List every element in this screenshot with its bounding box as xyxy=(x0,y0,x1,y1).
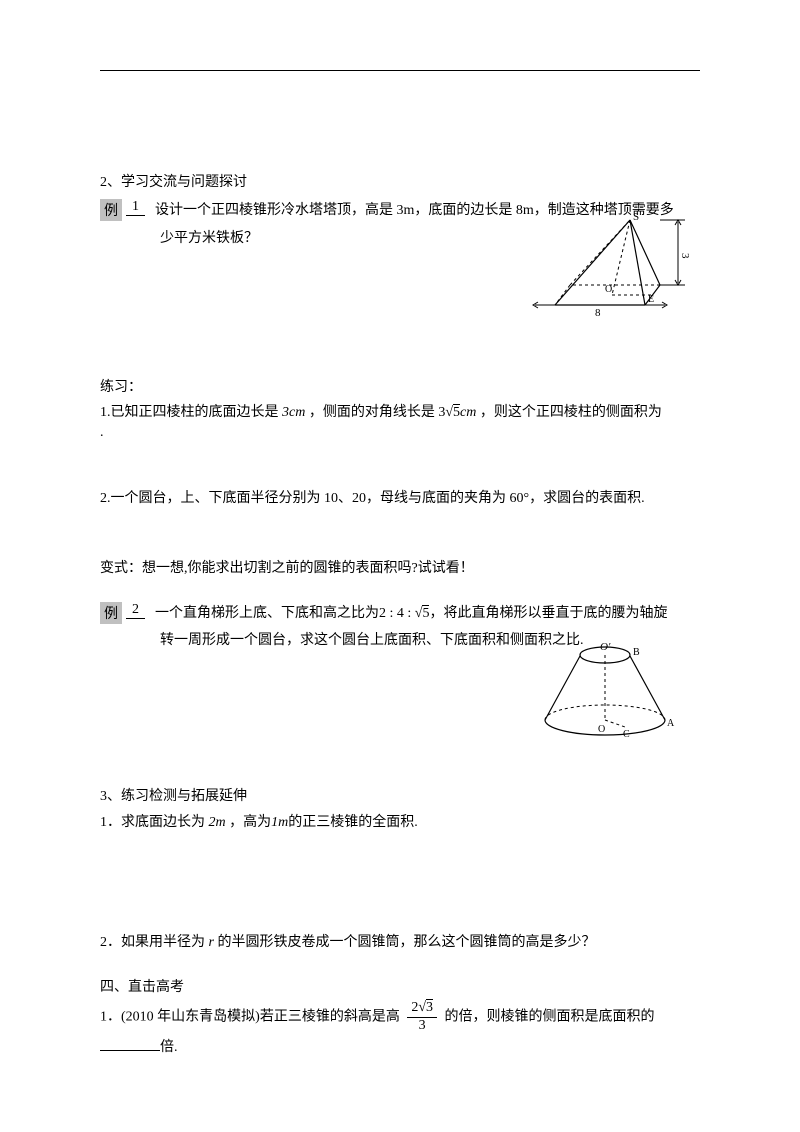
gaokao1-fraction: 2√3 3 xyxy=(407,1000,437,1035)
pyramid-label-o: O xyxy=(605,284,612,295)
frustum-label-c: C xyxy=(623,729,630,740)
gaokao1-mid: 的倍，则棱锥的侧面积是底面积的 xyxy=(445,1010,655,1025)
practice1-suffix: ，则这个正四棱柱的侧面积为 xyxy=(476,405,662,420)
practice1-prefix: 1.已知正四棱柱的底面边长是 xyxy=(100,405,282,420)
example2-line1-prefix: 一个直角梯形上底、下底和高之比为 xyxy=(155,606,379,621)
section3-heading: 3、练习检测与拓展延伸 xyxy=(100,784,700,809)
frustum-diagram: O′ B O C A xyxy=(530,640,680,740)
practice1: 1.已知正四棱柱的底面边长是 3cm ，侧面的对角线长是 3√5cm ，则这个正… xyxy=(100,400,700,425)
frustum-label-oprime: O′ xyxy=(600,641,611,653)
example2-text: 一个直角梯形上底、下底和高之比为2 : 4 : √5，将此直角梯形以垂直于底的腰… xyxy=(155,602,700,626)
practice1-tail: . xyxy=(100,425,700,441)
top-rule xyxy=(100,70,700,71)
practice-label: 练习： xyxy=(100,375,700,400)
gaokao1: 1．(2010 年山东青岛模拟)若正三棱锥的斜高是高 2√3 3 的倍，则棱锥的… xyxy=(100,1000,700,1035)
pyramid-label-3: 3 xyxy=(679,253,690,259)
variant: 变式：想一想,你能求出切割之前的圆锥的表面积吗?试试看！ xyxy=(100,556,700,581)
ex3-1-prefix: 1．求底面边长为 xyxy=(100,815,209,830)
example2-ratio: 2 : 4 : √5 xyxy=(379,605,429,621)
ex3-1-suffix: 的正三棱锥的全面积. xyxy=(288,815,418,830)
example1-number: 1 xyxy=(126,199,145,216)
ex3-2-prefix: 2．如果用半径为 xyxy=(100,935,209,950)
section4-heading: 四、直击高考 xyxy=(100,975,700,1000)
example1-label: 例 xyxy=(100,199,122,221)
ex3-2-suffix: 的半圆形铁皮卷成一个圆锥筒，那么这个圆锥筒的高是多少？ xyxy=(214,935,596,950)
example2-row: 例 2 一个直角梯形上底、下底和高之比为2 : 4 : √5，将此直角梯形以垂直… xyxy=(100,602,700,626)
frustum-label-o: O xyxy=(598,724,605,735)
frustum-label-b: B xyxy=(633,647,640,658)
practice1-mid1: ，侧面的对角线长是 xyxy=(305,405,438,420)
frustum-label-a: A xyxy=(667,718,675,729)
practice2: 2.一个圆台，上、下底面半径分别为 10、20，母线与底面的夹角为 60°，求圆… xyxy=(100,486,700,511)
gaokao1-blank-row: 倍. xyxy=(100,1035,700,1060)
pyramid-label-e: E xyxy=(648,294,654,305)
ex3-2: 2．如果用半径为 r 的半圆形铁皮卷成一个圆锥筒，那么这个圆锥筒的高是多少？ xyxy=(100,930,700,955)
pyramid-diagram: S O E 8 3 xyxy=(530,210,690,320)
pyramid-label-s: S xyxy=(633,211,639,223)
section2-heading: 2、学习交流与问题探讨 xyxy=(100,171,700,191)
gaokao1-suffix: 倍. xyxy=(160,1040,178,1055)
ex3-1: 1．求底面边长为 2m ，高为1m的正三棱锥的全面积. xyxy=(100,810,700,835)
practice1-val2: 3√5cm xyxy=(438,404,476,420)
gaokao1-blank xyxy=(100,1037,160,1051)
example2-line1-suffix: ，将此直角梯形以垂直于底的腰为轴旋 xyxy=(429,606,667,621)
ex3-1-mid: ，高为 xyxy=(226,815,272,830)
pyramid-label-8: 8 xyxy=(595,307,601,319)
gaokao1-prefix: 1．(2010 年山东青岛模拟)若正三棱锥的斜高是高 xyxy=(100,1010,400,1025)
ex3-1-val2: 1m xyxy=(271,815,288,830)
example2-number: 2 xyxy=(126,602,145,619)
example2-label: 例 xyxy=(100,602,122,624)
practice1-val1: 3cm xyxy=(282,405,305,420)
ex3-1-val1: 2m xyxy=(209,815,226,830)
